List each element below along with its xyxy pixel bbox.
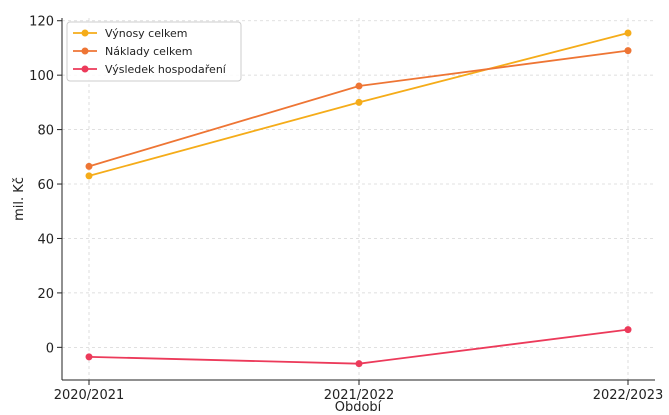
legend: Výnosy celkem Náklady celkem Výsledek hosp…: [66, 21, 242, 82]
data-point: [355, 98, 363, 106]
y-tick-label: 20: [37, 287, 54, 302]
legend-label: Náklady celkem: [105, 45, 192, 58]
data-point: [624, 47, 632, 55]
data-point: [85, 172, 93, 180]
x-tick-label: 2020/2021: [54, 388, 125, 403]
data-point: [85, 353, 93, 361]
series-line: [88, 328, 629, 365]
y-tick-label: 80: [37, 124, 54, 139]
y-tick-label: 100: [29, 69, 54, 84]
legend-marker: [81, 47, 89, 55]
data-point: [85, 162, 93, 170]
series-lines: [85, 29, 632, 368]
x-tick-label: 2021/2022: [324, 388, 395, 403]
data-point: [624, 326, 632, 334]
data-point: [624, 29, 632, 37]
series-2: [85, 47, 632, 170]
y-tick-label: 120: [29, 15, 54, 30]
x-tick-label: 2022/2023: [593, 388, 664, 403]
y-tick-label: 0: [46, 341, 54, 356]
series-3: [85, 326, 632, 368]
legend-box: [66, 21, 242, 82]
series-1: [85, 29, 632, 180]
data-point: [355, 360, 363, 368]
y-tick-label: 40: [37, 232, 54, 247]
data-point: [355, 82, 363, 90]
axes: [57, 18, 655, 385]
tick-labels: 0 20 40 60 80 100 120 2020/2021 2021/2022 2022/20…: [29, 15, 663, 403]
legend-label: Výsledek hospodaření: [105, 63, 227, 76]
legend-marker: [81, 65, 89, 73]
y-tick-label: 60: [37, 178, 54, 193]
x-axis-title: Období: [335, 400, 382, 415]
legend-label: Výnosy celkem: [105, 27, 188, 40]
legend-marker: [81, 29, 89, 37]
y-axis-title: mil. Kč: [12, 177, 27, 221]
